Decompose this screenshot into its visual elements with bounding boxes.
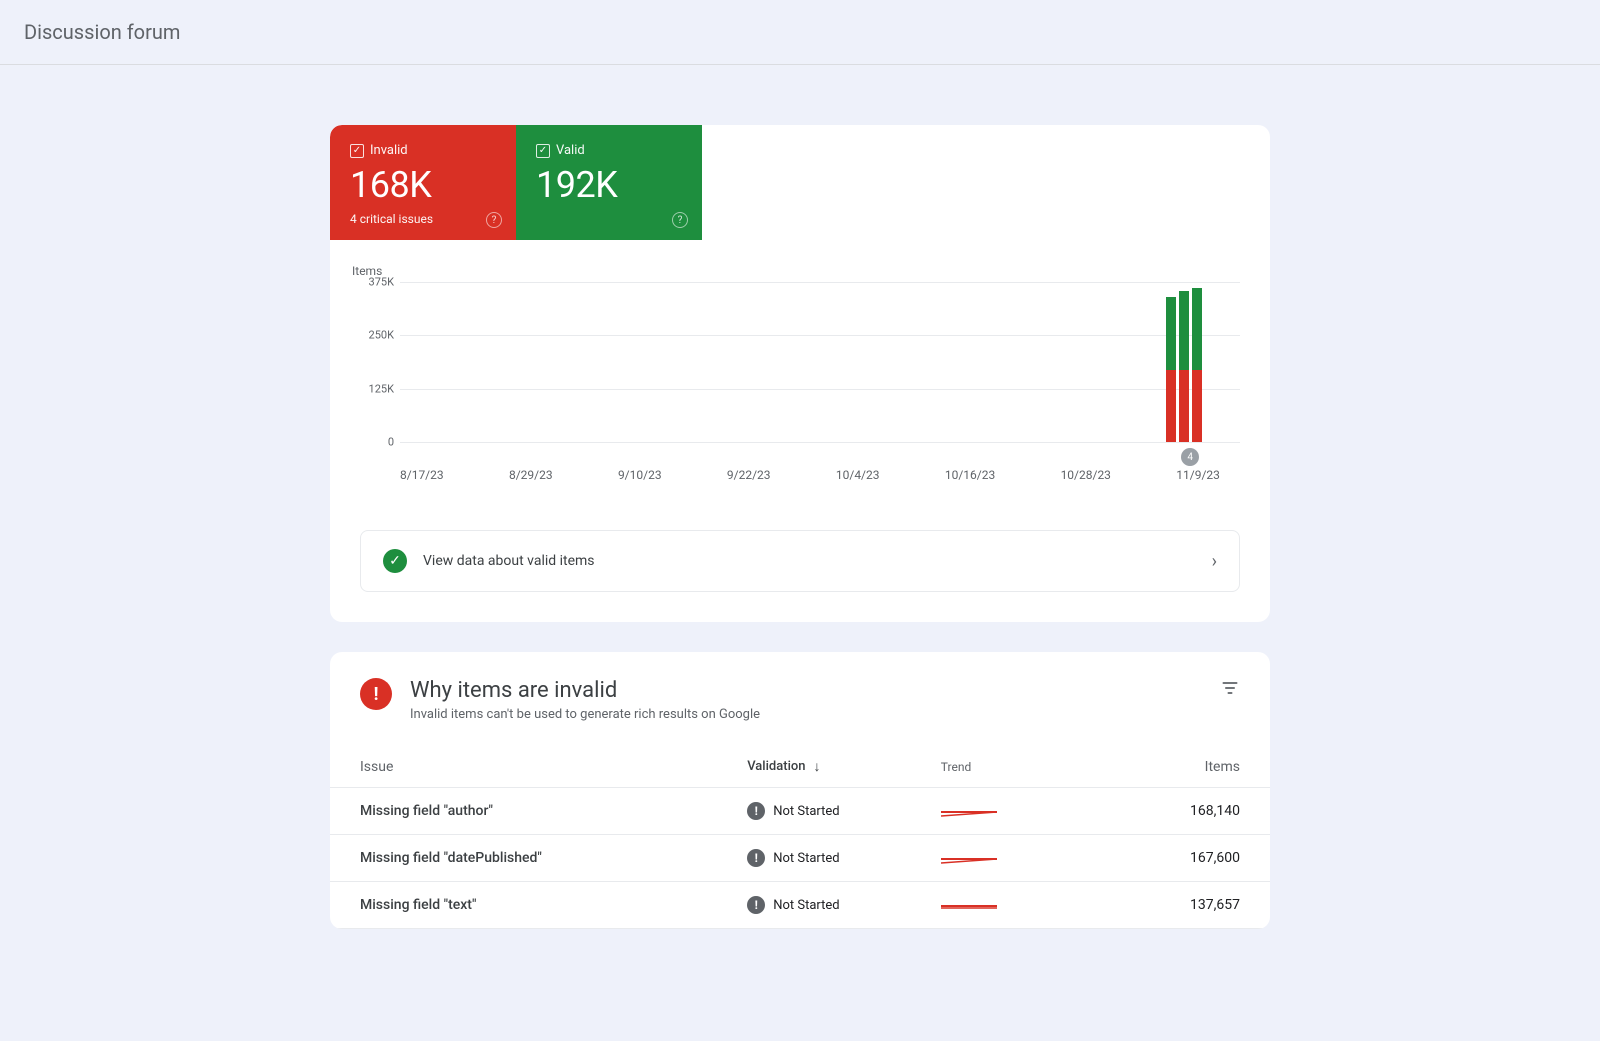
chevron-right-icon: ›	[1212, 551, 1217, 572]
items-count: 137,657	[1099, 897, 1240, 913]
ytick-label: 125K	[356, 382, 394, 395]
trend-cell	[941, 805, 1099, 817]
table-row[interactable]: Missing field "author"! Not Started 168,14…	[330, 788, 1270, 835]
col-header-validation-label: Validation	[747, 759, 805, 774]
bar-segment-valid	[1166, 297, 1176, 370]
filter-icon[interactable]	[1220, 678, 1240, 702]
xtick-label: 9/22/23	[727, 468, 771, 482]
items-count: 168,140	[1099, 803, 1240, 819]
col-header-trend[interactable]: Trend	[941, 760, 1099, 774]
tile-valid-label-row: ✓ Valid	[536, 143, 682, 158]
gridline	[400, 442, 1240, 443]
chart-grid: 375K250K125K04	[400, 282, 1240, 442]
validation-status: ! Not Started	[747, 802, 941, 820]
trend-sparkline	[941, 805, 997, 817]
bar-segment-invalid	[1179, 370, 1189, 442]
help-icon[interactable]: ?	[486, 212, 502, 228]
chart-bars	[1166, 288, 1202, 442]
bar-segment-valid	[1192, 288, 1202, 370]
xtick-label: 8/29/23	[509, 468, 553, 482]
tile-valid[interactable]: ✓ Valid 192K ?	[516, 125, 702, 240]
error-icon: !	[360, 678, 392, 710]
view-valid-items-button[interactable]: ✓ View data about valid items ›	[360, 530, 1240, 592]
col-header-validation[interactable]: Validation ↓	[747, 758, 941, 775]
summary-tiles: ✓ Invalid 168K 4 critical issues ? ✓ Val…	[330, 125, 1270, 240]
issues-heading: Why items are invalid Invalid items can'…	[410, 678, 760, 722]
critical-count-badge[interactable]: 4	[1181, 448, 1199, 466]
validation-status: ! Not Started	[747, 896, 941, 914]
tile-invalid-value: 168K	[350, 164, 496, 206]
gridline	[400, 389, 1240, 390]
issue-name: Missing field "text"	[360, 897, 747, 913]
xtick-label: 10/4/23	[836, 468, 880, 482]
info-badge-icon: !	[747, 896, 765, 914]
col-header-issue[interactable]: Issue	[360, 759, 747, 775]
validation-label: Not Started	[773, 851, 839, 866]
chart-area: Items 375K250K125K04 8/17/238/29/239/10/…	[330, 240, 1270, 512]
help-icon[interactable]: ?	[672, 212, 688, 228]
items-chart: 375K250K125K04 8/17/23 8/29/23 9/10/23 9/22…	[360, 282, 1240, 482]
issue-name: Missing field "datePublished"	[360, 850, 747, 866]
table-header-row: Issue Validation ↓ Trend Items	[330, 740, 1270, 788]
banner-text: View data about valid items	[423, 553, 1196, 569]
tile-invalid-label-row: ✓ Invalid	[350, 143, 496, 158]
tile-invalid-label: Invalid	[370, 143, 408, 158]
tile-invalid[interactable]: ✓ Invalid 168K 4 critical issues ?	[330, 125, 516, 240]
validation-status: ! Not Started	[747, 849, 941, 867]
table-row[interactable]: Missing field "datePublished"! Not Starte…	[330, 835, 1270, 882]
bar-segment-invalid	[1166, 370, 1176, 442]
page-title: Discussion forum	[24, 20, 1576, 44]
issues-subtitle: Invalid items can't be used to generate …	[410, 707, 760, 722]
tile-valid-label: Valid	[556, 143, 585, 158]
xtick-label: 8/17/23	[400, 468, 444, 482]
xtick-label: 10/28/23	[1061, 468, 1111, 482]
validation-label: Not Started	[773, 804, 839, 819]
trend-sparkline	[941, 899, 997, 911]
checkbox-icon[interactable]: ✓	[536, 144, 550, 158]
gridline	[400, 282, 1240, 283]
xtick-label: 9/10/23	[618, 468, 662, 482]
main-content: ✓ Invalid 168K 4 critical issues ? ✓ Val…	[0, 65, 1600, 929]
ytick-label: 375K	[356, 276, 394, 289]
trend-cell	[941, 899, 1099, 911]
ytick-label: 250K	[356, 329, 394, 342]
chart-xticks: 8/17/23 8/29/23 9/10/23 9/22/23 10/4/23 10/16…	[400, 468, 1240, 482]
issues-table: Issue Validation ↓ Trend Items Missing f…	[330, 740, 1270, 929]
page-header: Discussion forum	[0, 0, 1600, 65]
bar-segment-valid	[1179, 291, 1189, 370]
items-count: 167,600	[1099, 850, 1240, 866]
check-circle-icon: ✓	[383, 549, 407, 573]
xtick-label: 10/16/23	[945, 468, 995, 482]
sort-down-icon: ↓	[814, 758, 821, 775]
issues-header: ! Why items are invalid Invalid items ca…	[330, 652, 1270, 740]
tile-invalid-sub: 4 critical issues	[350, 212, 496, 226]
chart-ylabel: Items	[352, 264, 1240, 278]
checkbox-icon[interactable]: ✓	[350, 144, 364, 158]
issues-card: ! Why items are invalid Invalid items ca…	[330, 652, 1270, 929]
chart-bar[interactable]	[1192, 288, 1202, 442]
issue-name: Missing field "author"	[360, 803, 747, 819]
trend-sparkline	[941, 852, 997, 864]
issues-title: Why items are invalid	[410, 678, 760, 703]
chart-bar[interactable]	[1166, 288, 1176, 442]
ytick-label: 0	[356, 436, 394, 449]
validation-label: Not Started	[773, 898, 839, 913]
xtick-label: 11/9/23	[1176, 468, 1220, 482]
info-badge-icon: !	[747, 849, 765, 867]
summary-card: ✓ Invalid 168K 4 critical issues ? ✓ Val…	[330, 125, 1270, 622]
gridline	[400, 335, 1240, 336]
chart-bar[interactable]	[1179, 288, 1189, 442]
tile-valid-value: 192K	[536, 164, 682, 206]
trend-cell	[941, 852, 1099, 864]
col-header-items[interactable]: Items	[1099, 759, 1240, 775]
bar-segment-invalid	[1192, 370, 1202, 442]
info-badge-icon: !	[747, 802, 765, 820]
table-row[interactable]: Missing field "text"! Not Started 137,657	[330, 882, 1270, 929]
